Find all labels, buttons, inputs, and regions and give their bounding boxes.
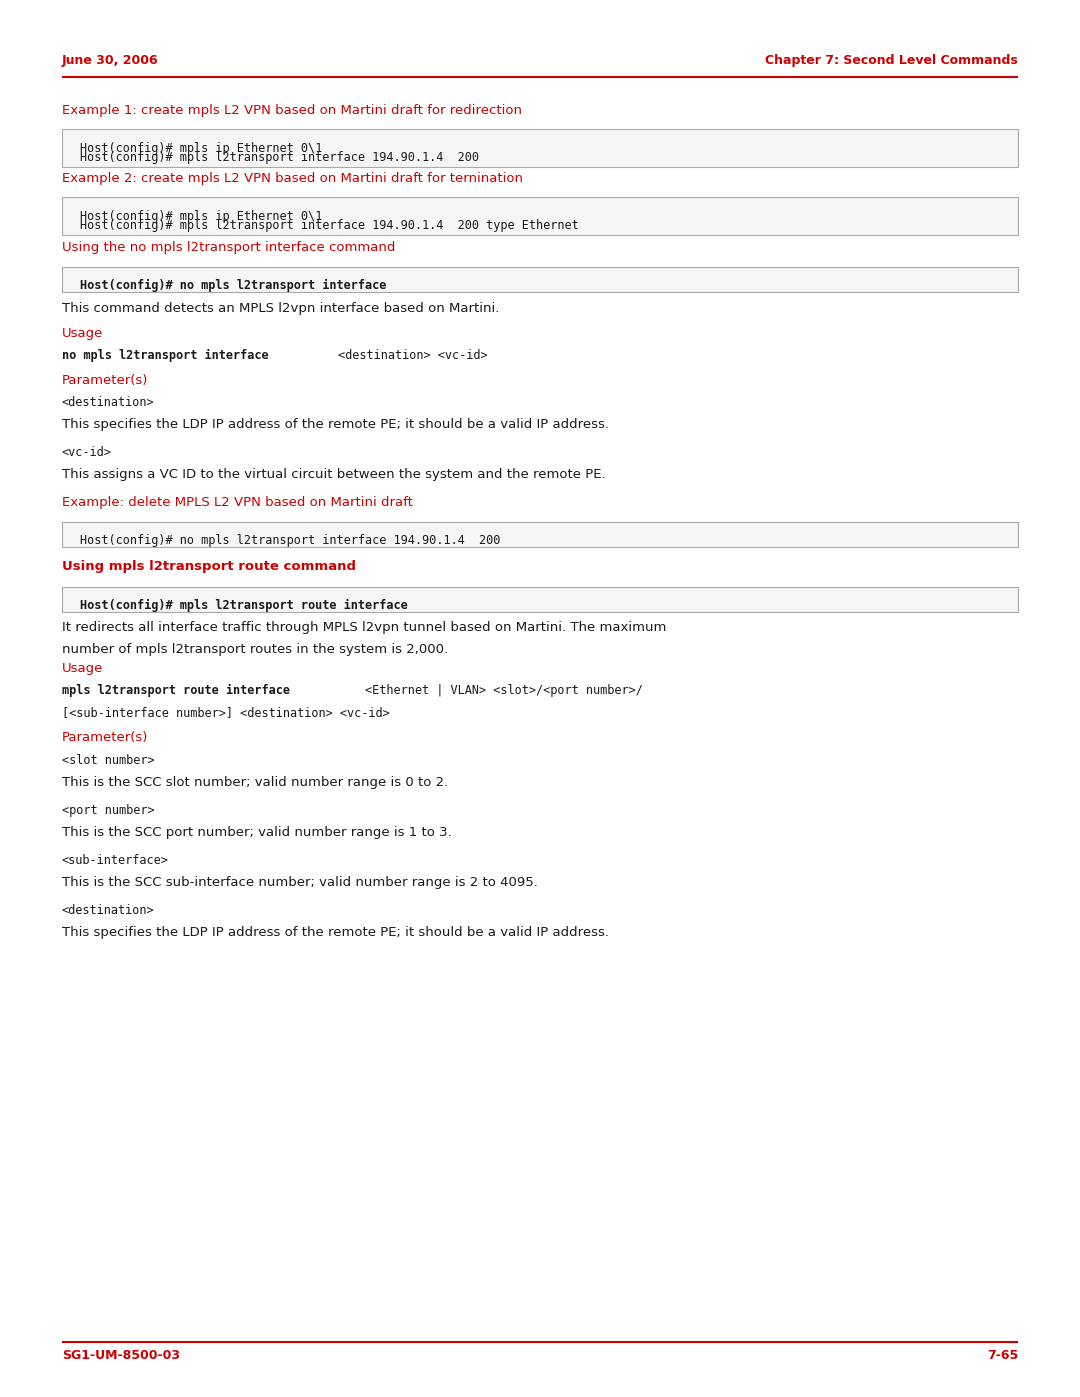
Text: This assigns a VC ID to the virtual circuit between the system and the remote PE: This assigns a VC ID to the virtual circ… bbox=[62, 468, 606, 481]
Text: <sub-interface>: <sub-interface> bbox=[62, 854, 168, 868]
Text: This is the SCC port number; valid number range is 1 to 3.: This is the SCC port number; valid numbe… bbox=[62, 826, 451, 840]
Text: This specifies the LDP IP address of the remote PE; it should be a valid IP addr: This specifies the LDP IP address of the… bbox=[62, 418, 609, 432]
Text: Using the no mpls l2transport interface command: Using the no mpls l2transport interface … bbox=[62, 242, 395, 254]
Text: Host(config)# mpls ip Ethernet 0\1: Host(config)# mpls ip Ethernet 0\1 bbox=[80, 141, 322, 155]
Text: <port number>: <port number> bbox=[62, 805, 154, 817]
Text: <vc-id>: <vc-id> bbox=[62, 446, 112, 460]
Text: <slot number>: <slot number> bbox=[62, 754, 154, 767]
Text: Example: delete MPLS L2 VPN based on Martini draft: Example: delete MPLS L2 VPN based on Mar… bbox=[62, 496, 413, 509]
Text: <destination>: <destination> bbox=[62, 395, 154, 409]
Text: This command detects an MPLS l2vpn interface based on Martini.: This command detects an MPLS l2vpn inter… bbox=[62, 302, 499, 314]
Text: Host(config)# mpls l2transport interface 194.90.1.4  200 type Ethernet: Host(config)# mpls l2transport interface… bbox=[80, 219, 579, 232]
Text: This is the SCC sub-interface number; valid number range is 2 to 4095.: This is the SCC sub-interface number; va… bbox=[62, 876, 538, 888]
Text: Example 1: create mpls L2 VPN based on Martini draft for redirection: Example 1: create mpls L2 VPN based on M… bbox=[62, 103, 522, 117]
Text: mpls l2transport route interface: mpls l2transport route interface bbox=[62, 685, 297, 697]
Text: number of mpls l2transport routes in the system is 2,000.: number of mpls l2transport routes in the… bbox=[62, 643, 448, 657]
Text: SG1-UM-8500-03: SG1-UM-8500-03 bbox=[62, 1350, 180, 1362]
Text: Chapter 7: Second Level Commands: Chapter 7: Second Level Commands bbox=[766, 54, 1018, 67]
Text: June 30, 2006: June 30, 2006 bbox=[62, 54, 159, 67]
Text: Host(config)# mpls l2transport interface 194.90.1.4  200: Host(config)# mpls l2transport interface… bbox=[80, 151, 480, 163]
Text: Host(config)# mpls l2transport route interface: Host(config)# mpls l2transport route int… bbox=[80, 598, 408, 612]
Text: Usage: Usage bbox=[62, 662, 104, 675]
FancyBboxPatch shape bbox=[62, 587, 1018, 612]
Text: This is the SCC slot number; valid number range is 0 to 2.: This is the SCC slot number; valid numbe… bbox=[62, 775, 448, 789]
FancyBboxPatch shape bbox=[62, 129, 1018, 168]
Text: Example 2: create mpls L2 VPN based on Martini draft for ternination: Example 2: create mpls L2 VPN based on M… bbox=[62, 172, 523, 184]
Text: Using mpls l2transport route command: Using mpls l2transport route command bbox=[62, 560, 356, 573]
Text: <destination> <vc-id>: <destination> <vc-id> bbox=[338, 349, 487, 362]
FancyBboxPatch shape bbox=[62, 197, 1018, 235]
Text: <destination>: <destination> bbox=[62, 904, 154, 916]
Text: This specifies the LDP IP address of the remote PE; it should be a valid IP addr: This specifies the LDP IP address of the… bbox=[62, 926, 609, 939]
Text: Parameter(s): Parameter(s) bbox=[62, 374, 148, 387]
Text: Host(config)# no mpls l2transport interface 194.90.1.4  200: Host(config)# no mpls l2transport interf… bbox=[80, 534, 500, 546]
Text: <Ethernet | VLAN> <slot>/<port number>/: <Ethernet | VLAN> <slot>/<port number>/ bbox=[365, 685, 644, 697]
FancyBboxPatch shape bbox=[62, 522, 1018, 548]
Text: It redirects all interface traffic through MPLS l2vpn tunnel based on Martini. T: It redirects all interface traffic throu… bbox=[62, 622, 666, 634]
Text: 7-65: 7-65 bbox=[987, 1350, 1018, 1362]
Text: Host(config)# no mpls l2transport interface: Host(config)# no mpls l2transport interf… bbox=[80, 278, 387, 292]
Text: [<sub-interface number>] <destination> <vc-id>: [<sub-interface number>] <destination> <… bbox=[62, 705, 390, 719]
Text: no mpls l2transport interface: no mpls l2transport interface bbox=[62, 349, 275, 362]
Text: Parameter(s): Parameter(s) bbox=[62, 731, 148, 745]
Text: Host(config)# mpls ip Ethernet 0\1: Host(config)# mpls ip Ethernet 0\1 bbox=[80, 210, 322, 222]
Text: Usage: Usage bbox=[62, 327, 104, 339]
FancyBboxPatch shape bbox=[62, 267, 1018, 292]
